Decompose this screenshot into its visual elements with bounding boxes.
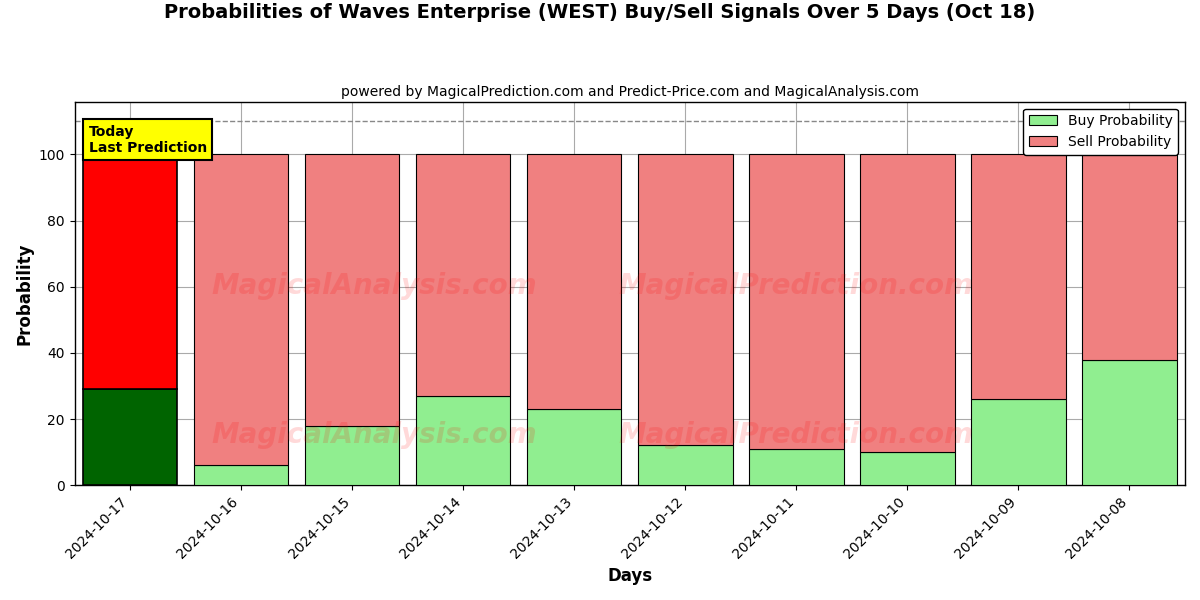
Text: MagicalAnalysis.com: MagicalAnalysis.com xyxy=(211,272,538,299)
Bar xyxy=(83,389,178,485)
Bar xyxy=(971,154,1066,399)
Text: MagicalPrediction.com: MagicalPrediction.com xyxy=(619,421,974,449)
Bar xyxy=(305,154,400,425)
Text: MagicalAnalysis.com: MagicalAnalysis.com xyxy=(211,421,538,449)
Bar xyxy=(194,466,288,485)
Legend: Buy Probability, Sell Probability: Buy Probability, Sell Probability xyxy=(1024,109,1178,155)
X-axis label: Days: Days xyxy=(607,567,653,585)
Text: MagicalPrediction.com: MagicalPrediction.com xyxy=(619,272,974,299)
Bar xyxy=(305,425,400,485)
Bar xyxy=(860,452,955,485)
Bar xyxy=(860,154,955,452)
Text: Probabilities of Waves Enterprise (WEST) Buy/Sell Signals Over 5 Days (Oct 18): Probabilities of Waves Enterprise (WEST)… xyxy=(164,3,1036,22)
Bar xyxy=(416,396,510,485)
Bar xyxy=(83,154,178,389)
Bar xyxy=(416,154,510,396)
Bar xyxy=(749,154,844,449)
Bar xyxy=(971,399,1066,485)
Bar xyxy=(527,409,622,485)
Bar xyxy=(749,449,844,485)
Bar xyxy=(1082,154,1177,359)
Bar xyxy=(527,154,622,409)
Title: powered by MagicalPrediction.com and Predict-Price.com and MagicalAnalysis.com: powered by MagicalPrediction.com and Pre… xyxy=(341,85,919,99)
Bar xyxy=(638,445,732,485)
Bar xyxy=(194,154,288,466)
Bar xyxy=(638,154,732,445)
Y-axis label: Probability: Probability xyxy=(16,242,34,344)
Bar xyxy=(1082,359,1177,485)
Text: Today
Last Prediction: Today Last Prediction xyxy=(89,125,206,155)
